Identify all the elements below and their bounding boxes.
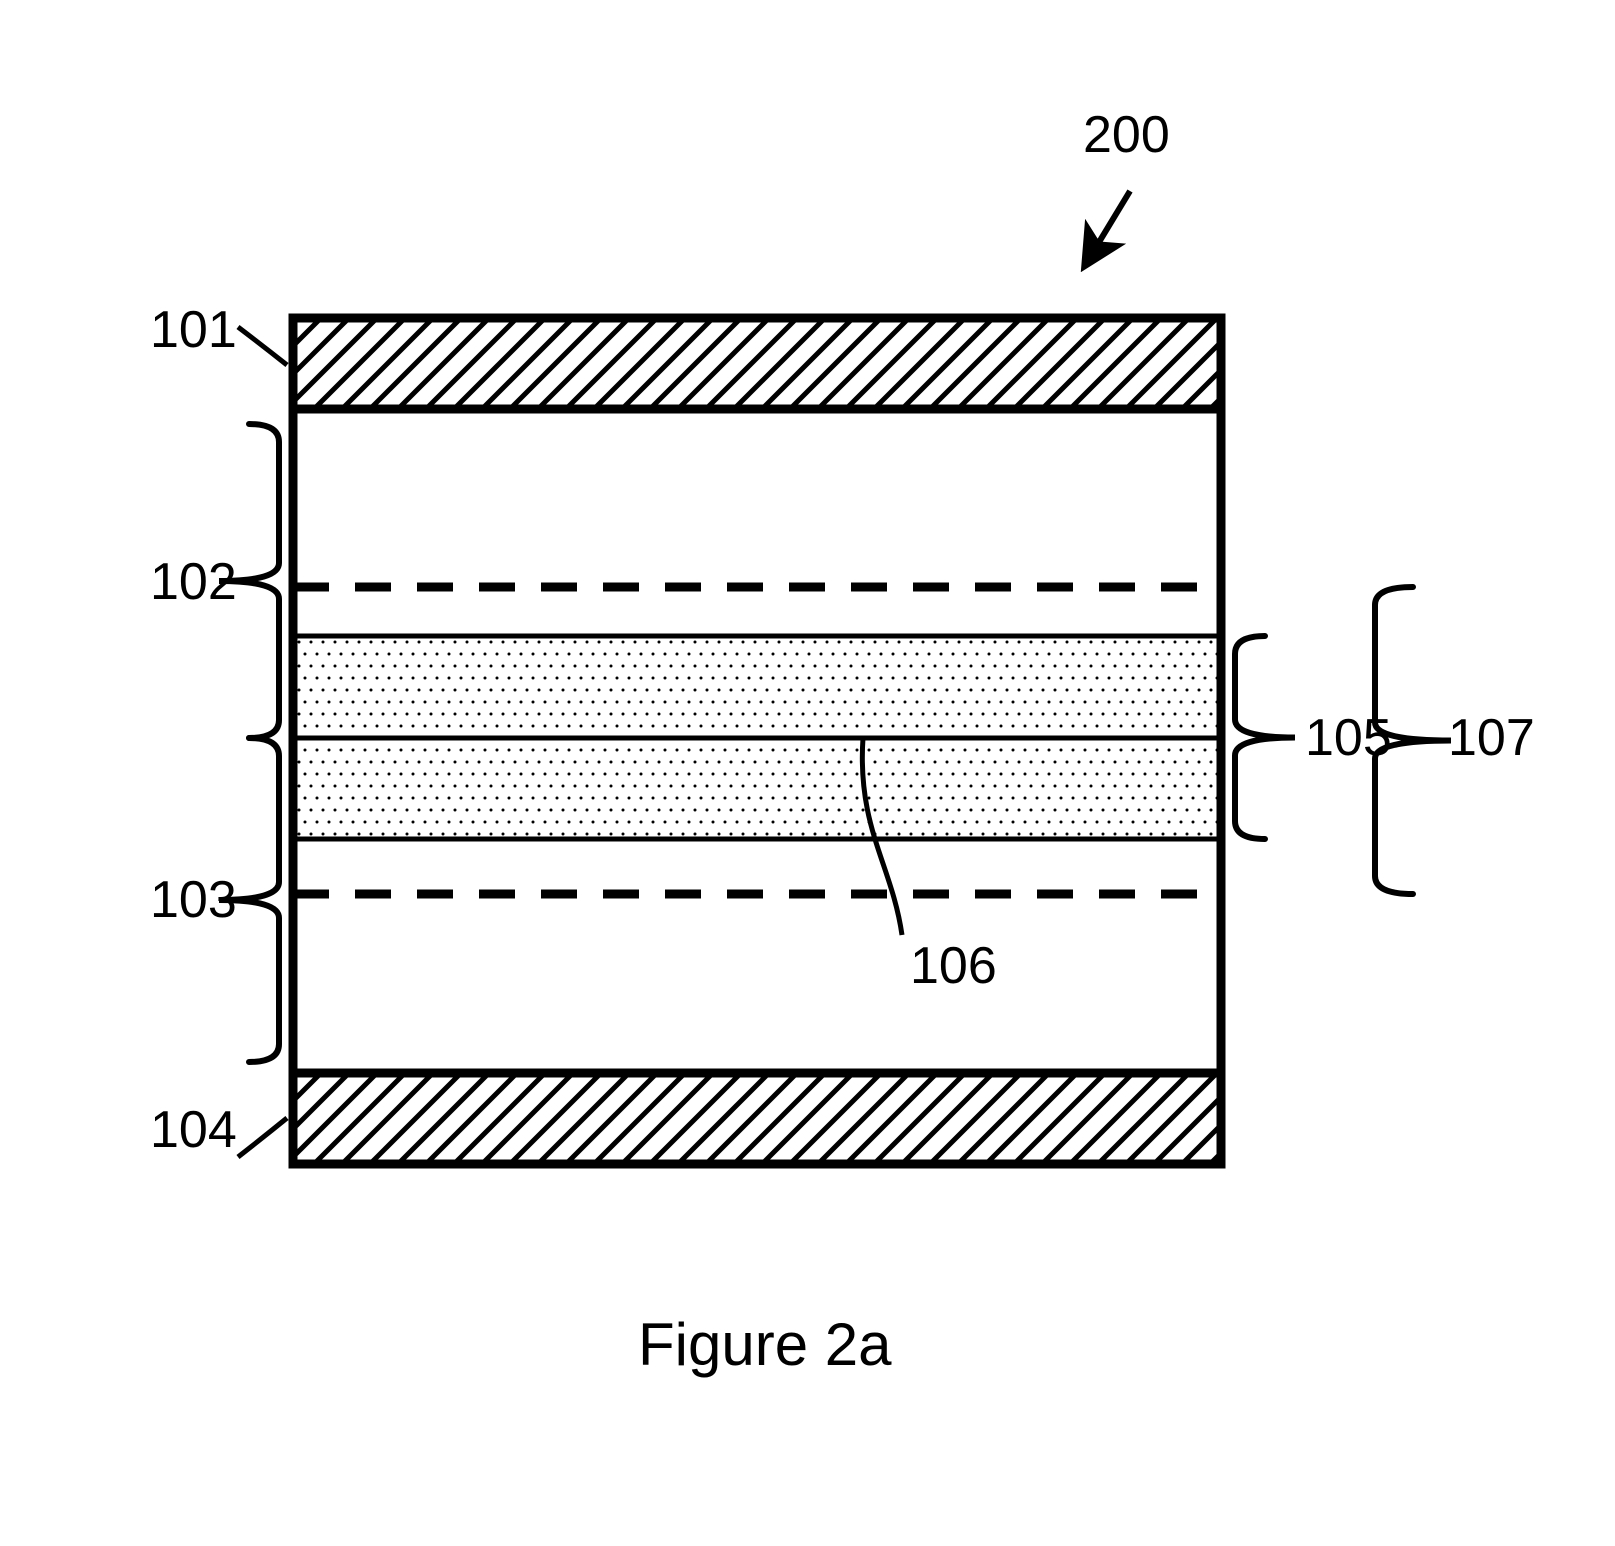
label-105: 105	[1305, 708, 1392, 768]
label-103: 103	[150, 870, 237, 930]
label-101: 101	[150, 300, 237, 360]
figure-canvas: 200 101 102 103 104 105 107 106 Figure 2…	[0, 0, 1615, 1546]
label-107: 107	[1448, 708, 1535, 768]
label-106: 106	[910, 936, 997, 996]
label-104: 104	[150, 1100, 237, 1160]
figure-caption: Figure 2a	[638, 1310, 891, 1379]
label-200: 200	[1083, 105, 1170, 165]
label-102: 102	[150, 552, 237, 612]
